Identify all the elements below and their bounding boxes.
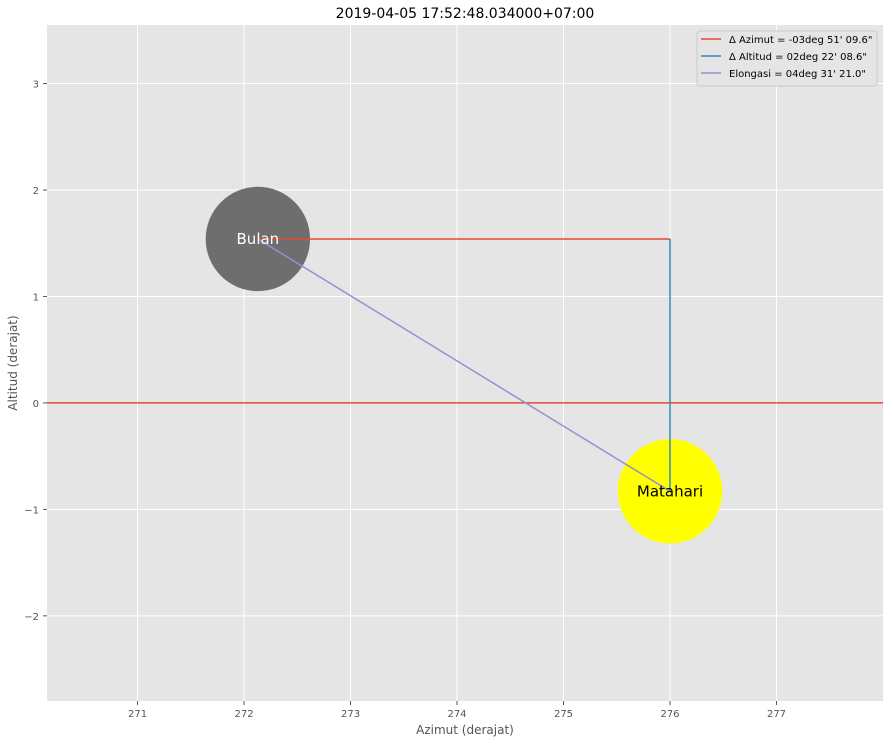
plot-background bbox=[47, 25, 883, 701]
x-tick-label: 277 bbox=[767, 709, 786, 720]
chart-title: 2019-04-05 17:52:48.034000+07:00 bbox=[336, 6, 595, 22]
legend: Δ Azimut = -03deg 51' 09.6" Δ Altitud = 0… bbox=[696, 30, 878, 87]
y-tick-label: 3 bbox=[33, 80, 39, 91]
y-tick-label: −2 bbox=[24, 612, 39, 623]
x-tick-label: 276 bbox=[660, 709, 679, 720]
y-axis-label: Altitud (derajat) bbox=[6, 315, 20, 410]
x-tick-label: 272 bbox=[234, 709, 253, 720]
y-tick-label: 0 bbox=[33, 399, 39, 410]
x-tick-label: 274 bbox=[447, 709, 466, 720]
legend-box bbox=[696, 30, 878, 87]
body-label: Matahari bbox=[637, 482, 703, 500]
x-axis-label: Azimut (derajat) bbox=[416, 723, 514, 737]
tick-labels: 271 272 273 274 275 276 277 −2 −1 0 1 2 3 bbox=[24, 80, 786, 720]
y-tick-label: 2 bbox=[33, 186, 39, 197]
x-tick-label: 275 bbox=[554, 709, 573, 720]
legend-entry: Δ Altitud = 02deg 22' 08.6" bbox=[729, 52, 867, 63]
x-tick-label: 271 bbox=[128, 709, 147, 720]
series-line-2 bbox=[257, 238, 671, 492]
y-tick-label: 1 bbox=[33, 292, 39, 303]
y-tick-label: −1 bbox=[24, 505, 39, 516]
body-label: Bulan bbox=[237, 230, 280, 248]
legend-entry: Elongasi = 04deg 31' 21.0" bbox=[729, 69, 866, 80]
x-tick-label: 273 bbox=[341, 709, 360, 720]
series-lines: Bulan Matahari bbox=[47, 230, 883, 500]
legend-entry: Δ Azimut = -03deg 51' 09.6" bbox=[729, 35, 873, 46]
